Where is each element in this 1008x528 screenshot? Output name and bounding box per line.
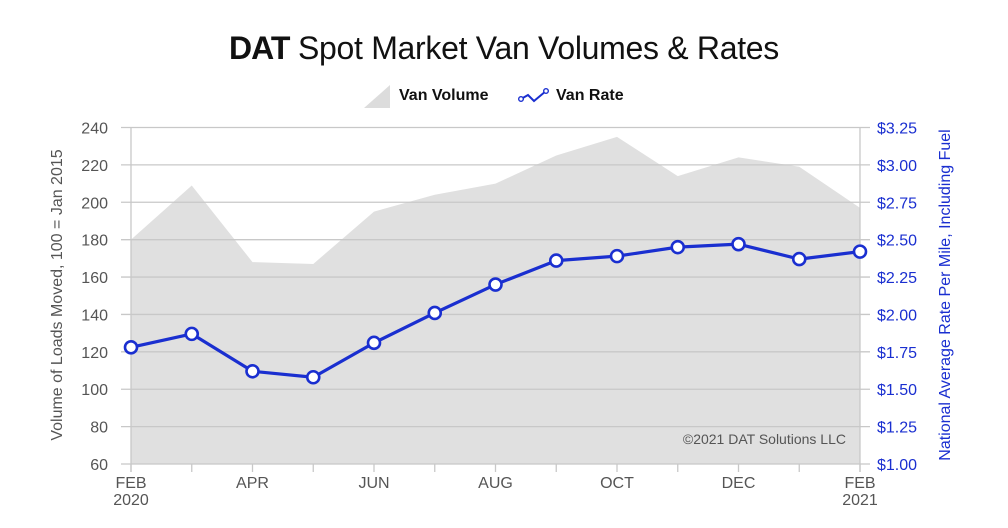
y-right-tick-label: $2.50	[877, 233, 917, 250]
y-left-tick-label: 180	[81, 233, 108, 250]
rate-point	[305, 369, 321, 385]
legend-label-volume: Van Volume	[399, 87, 489, 104]
rate-point	[548, 253, 564, 268]
y-right-tick-label: $1.75	[877, 345, 917, 362]
y-right-tick-label: $1.50	[877, 382, 917, 399]
x-tick-label: JUN	[358, 475, 389, 492]
y-left-tick-label: 100	[81, 382, 108, 399]
y-right-tick-label: $3.00	[877, 158, 917, 175]
x-tick-label: DEC	[722, 475, 756, 492]
y-left-tick-label: 120	[81, 345, 108, 362]
rate-point	[852, 244, 868, 259]
rate-point	[123, 340, 139, 355]
area-swatch-icon	[364, 84, 390, 108]
y-left-tick-label: 160	[81, 270, 108, 287]
y-left-tick-label: 220	[81, 158, 108, 175]
legend-item-volume: Van Volume	[364, 84, 489, 108]
x-tick-label: FEB 2020	[113, 475, 149, 509]
copyright-text: ©2021 DAT Solutions LLC	[683, 431, 846, 447]
title-text: Spot Market Van Volumes & Rates	[297, 30, 779, 66]
title-brand: DAT	[229, 30, 290, 66]
y-axis-right-title: National Average Rate Per Mile, Includin…	[937, 129, 954, 461]
y-right-tick-label: $2.75	[877, 195, 917, 212]
rate-point	[184, 326, 200, 342]
rate-point	[731, 236, 746, 252]
y-left-tick-label: 140	[81, 307, 108, 324]
rate-point	[609, 248, 625, 264]
legend-item-rate: Van Rate	[518, 84, 624, 108]
y-axis-left-title: Volume of Loads Moved, 100 = Jan 2015	[49, 149, 66, 441]
x-tick-label: APR	[236, 475, 269, 492]
rate-point	[488, 277, 503, 292]
y-right-tick-label: $2.00	[877, 307, 917, 324]
y-left-tick-label: 80	[90, 420, 108, 437]
rate-point	[427, 305, 443, 321]
volume-area	[131, 136, 860, 464]
y-right-tick-label: $3.25	[877, 121, 917, 138]
y-right-tick-label: $2.25	[877, 270, 917, 287]
rate-point	[791, 251, 807, 267]
x-tick-label: FEB 2021	[842, 475, 878, 509]
y-left-tick-label: 200	[81, 195, 108, 212]
chart-title: DAT Spot Market Van Volumes & Rates	[0, 30, 1008, 67]
x-tick-label: AUG	[478, 475, 513, 492]
legend-label-rate: Van Rate	[556, 87, 624, 104]
y-right-tick-label: $1.00	[877, 457, 917, 474]
line-swatch-icon	[518, 88, 550, 103]
rate-point	[245, 363, 260, 379]
y-left-tick-label: 240	[81, 121, 108, 138]
y-right-tick-label: $1.25	[877, 420, 917, 437]
x-tick-label: OCT	[600, 475, 634, 492]
rate-point	[366, 335, 382, 351]
y-left-tick-label: 60	[90, 457, 108, 474]
legend: Van Volume Van Rate	[0, 84, 1008, 108]
rate-point	[670, 239, 686, 255]
